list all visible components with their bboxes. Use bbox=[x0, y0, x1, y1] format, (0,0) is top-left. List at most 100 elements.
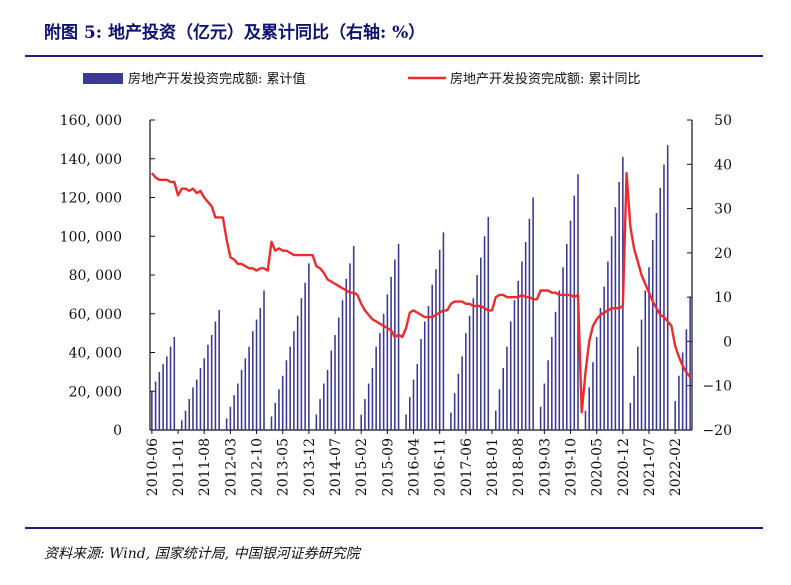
bar bbox=[494, 410, 497, 431]
bar bbox=[285, 360, 288, 430]
x-tick-label: 2020-12 bbox=[616, 438, 632, 496]
x-tick-label: 2013-12 bbox=[302, 438, 318, 496]
bar bbox=[173, 337, 176, 430]
bar bbox=[289, 346, 291, 430]
bar bbox=[412, 379, 415, 431]
bar bbox=[244, 358, 247, 430]
bar bbox=[435, 269, 437, 430]
legend-label-bar: 房地产开发投资完成额: 累计值 bbox=[128, 71, 306, 87]
bar bbox=[547, 360, 549, 430]
bar bbox=[637, 346, 639, 430]
bar bbox=[592, 362, 594, 430]
bar bbox=[367, 383, 370, 430]
bar bbox=[513, 300, 516, 430]
left-tick-label: 20, 000 bbox=[69, 384, 122, 400]
left-tick-label: 40, 000 bbox=[69, 346, 122, 362]
bar bbox=[558, 290, 561, 430]
bar bbox=[450, 412, 452, 430]
bar bbox=[240, 369, 243, 430]
x-tick-label: 2012-10 bbox=[250, 438, 266, 496]
bar bbox=[166, 356, 168, 431]
bar bbox=[195, 379, 198, 431]
bar bbox=[169, 346, 172, 430]
bar bbox=[371, 368, 374, 430]
bar bbox=[689, 296, 691, 430]
x-tick-label: 2017-06 bbox=[459, 438, 475, 496]
bar bbox=[158, 371, 161, 431]
x-tick-label: 2016-11 bbox=[433, 438, 449, 496]
bar bbox=[562, 267, 564, 430]
bar bbox=[517, 280, 519, 430]
bar bbox=[651, 240, 654, 431]
bar bbox=[551, 337, 553, 430]
bar bbox=[573, 195, 576, 430]
bar bbox=[584, 410, 587, 431]
bar bbox=[405, 414, 407, 430]
bar bbox=[259, 307, 262, 430]
bar bbox=[349, 263, 351, 431]
bar bbox=[629, 402, 632, 431]
bar bbox=[379, 333, 381, 431]
legend-label-line: 房地产开发投资完成额: 累计同比 bbox=[450, 71, 641, 87]
chart: 房地产开发投资完成额: 累计值 房地产开发投资完成额: 累计同比 0 20, 00… bbox=[60, 71, 732, 496]
bar bbox=[442, 232, 445, 431]
bar bbox=[416, 364, 419, 431]
bar bbox=[427, 306, 430, 430]
bar bbox=[394, 259, 396, 430]
bar bbox=[685, 329, 688, 430]
bar bbox=[663, 164, 665, 430]
right-tick-label: 50 bbox=[714, 113, 732, 129]
bar bbox=[595, 337, 598, 430]
bar bbox=[315, 414, 318, 430]
bar bbox=[207, 344, 209, 430]
bar bbox=[666, 145, 669, 430]
bar bbox=[528, 218, 531, 430]
bar bbox=[214, 321, 217, 430]
bar bbox=[184, 410, 187, 431]
x-tick-label: 2016-04 bbox=[407, 438, 423, 496]
bar bbox=[431, 284, 433, 430]
axes: 0 20, 000 40, 000 60, 000 80, 000 100, 000 120… bbox=[60, 113, 732, 496]
bar bbox=[162, 364, 164, 431]
x-tick-label: 2011-08 bbox=[197, 438, 213, 496]
bar bbox=[274, 402, 277, 431]
bar bbox=[678, 375, 680, 430]
bar bbox=[300, 298, 303, 430]
left-tick-label: 0 bbox=[113, 423, 122, 439]
bar bbox=[468, 315, 471, 430]
x-tick-label: 2019-03 bbox=[537, 438, 553, 496]
bar bbox=[472, 298, 475, 430]
bar bbox=[151, 391, 153, 430]
x-tick-label: 2010-06 bbox=[145, 438, 161, 496]
legend: 房地产开发投资完成额: 累计值 房地产开发投资完成额: 累计同比 bbox=[83, 71, 641, 87]
left-tick-label: 160, 000 bbox=[60, 113, 122, 129]
bar bbox=[233, 395, 235, 431]
line-series bbox=[150, 171, 692, 414]
bar bbox=[296, 315, 299, 430]
bar bbox=[509, 321, 512, 430]
x-tick-label: 2012-03 bbox=[223, 438, 239, 496]
bar bbox=[225, 418, 228, 431]
bar bbox=[607, 261, 609, 430]
bar bbox=[323, 383, 325, 430]
chart-title: 附图 5: 地产投资（亿元）及累计同比（右轴: %） bbox=[44, 23, 426, 43]
bar bbox=[480, 257, 482, 430]
bar bbox=[360, 414, 362, 430]
bar bbox=[539, 406, 542, 430]
source-note: 资料来源: Wind, 国家统计局, 中国银河证券研究院 bbox=[44, 546, 360, 562]
x-tick-label: 2020-05 bbox=[590, 438, 606, 496]
bar bbox=[524, 242, 527, 430]
yoy-line bbox=[150, 171, 692, 414]
bar bbox=[364, 399, 366, 430]
bar bbox=[180, 420, 183, 430]
bar bbox=[532, 197, 534, 430]
bar bbox=[465, 333, 467, 431]
footer-divider bbox=[25, 527, 763, 529]
bar bbox=[502, 368, 505, 430]
bar bbox=[210, 335, 213, 430]
right-tick-label: 30 bbox=[714, 202, 732, 218]
bar bbox=[521, 261, 523, 430]
bar bbox=[476, 275, 478, 430]
bar bbox=[603, 286, 605, 431]
legend-bar-swatch bbox=[83, 73, 123, 84]
